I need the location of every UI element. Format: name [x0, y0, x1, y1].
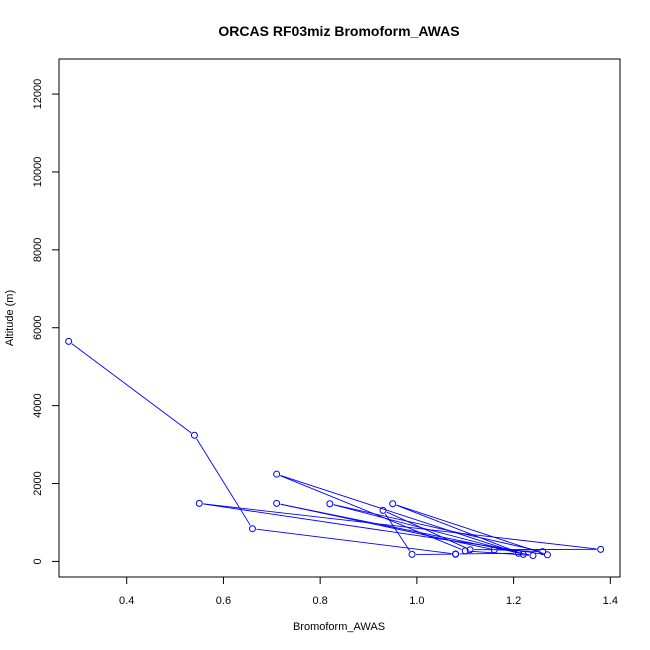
- series-segment: [203, 503, 544, 555]
- y-axis-label: Altitude (m): [4, 290, 16, 346]
- data-point: [408, 550, 416, 558]
- data-point: [452, 550, 460, 558]
- series-segment: [384, 513, 411, 552]
- x-tick-label: 1.0: [409, 595, 424, 607]
- y-tick-label: 10000: [32, 157, 44, 188]
- data-point: [379, 506, 387, 514]
- series-segment: [386, 511, 467, 549]
- data-point: [514, 549, 522, 557]
- data-point: [490, 546, 498, 554]
- y-tick-label: 4000: [32, 393, 44, 417]
- series-segment: [469, 550, 529, 556]
- data-point: [273, 470, 281, 478]
- x-tick-label: 0.6: [216, 595, 231, 607]
- x-tick-label: 0.4: [119, 595, 134, 607]
- y-tick-label: 8000: [32, 238, 44, 262]
- y-tick-label: 12000: [32, 79, 44, 110]
- data-point: [519, 550, 527, 558]
- series-segment: [396, 504, 520, 554]
- series-segment: [196, 438, 251, 526]
- data-point: [326, 500, 334, 508]
- data-point: [195, 499, 203, 507]
- data-point: [65, 337, 73, 345]
- series-segment: [256, 528, 452, 554]
- data-point: [461, 547, 469, 555]
- series-segment: [203, 503, 597, 550]
- data-point: [543, 551, 551, 559]
- series-segment: [280, 474, 515, 553]
- data-point: [190, 431, 198, 439]
- y-tick-label: 0: [32, 558, 44, 564]
- x-tick-label: 1.2: [506, 595, 521, 607]
- series-segment: [396, 504, 544, 554]
- y-tick-label: 6000: [32, 315, 44, 339]
- data-point: [529, 552, 537, 560]
- x-axis-label: Bromoform_AWAS: [293, 621, 385, 633]
- x-tick-label: 1.4: [603, 595, 618, 607]
- chart-title: ORCAS RF03miz Bromoform_AWAS: [218, 23, 459, 39]
- data-point: [597, 545, 605, 553]
- series-layer: [65, 337, 605, 560]
- data-point: [273, 499, 281, 507]
- series-segment: [280, 475, 462, 550]
- data-point: [248, 525, 256, 533]
- series-segment: [333, 504, 539, 552]
- data-point: [466, 546, 474, 554]
- series-segment: [280, 503, 491, 550]
- y-tick-label: 2000: [32, 471, 44, 495]
- y-axis: 0 2000 4000 6000 8000 10000 12000: [32, 79, 60, 564]
- series-segment: [71, 343, 192, 434]
- data-point: [389, 500, 397, 508]
- x-tick-label: 0.8: [313, 595, 328, 607]
- data-point: [539, 548, 547, 556]
- x-axis: 0.4 0.6 0.8 1.0 1.2 1.4: [119, 576, 618, 607]
